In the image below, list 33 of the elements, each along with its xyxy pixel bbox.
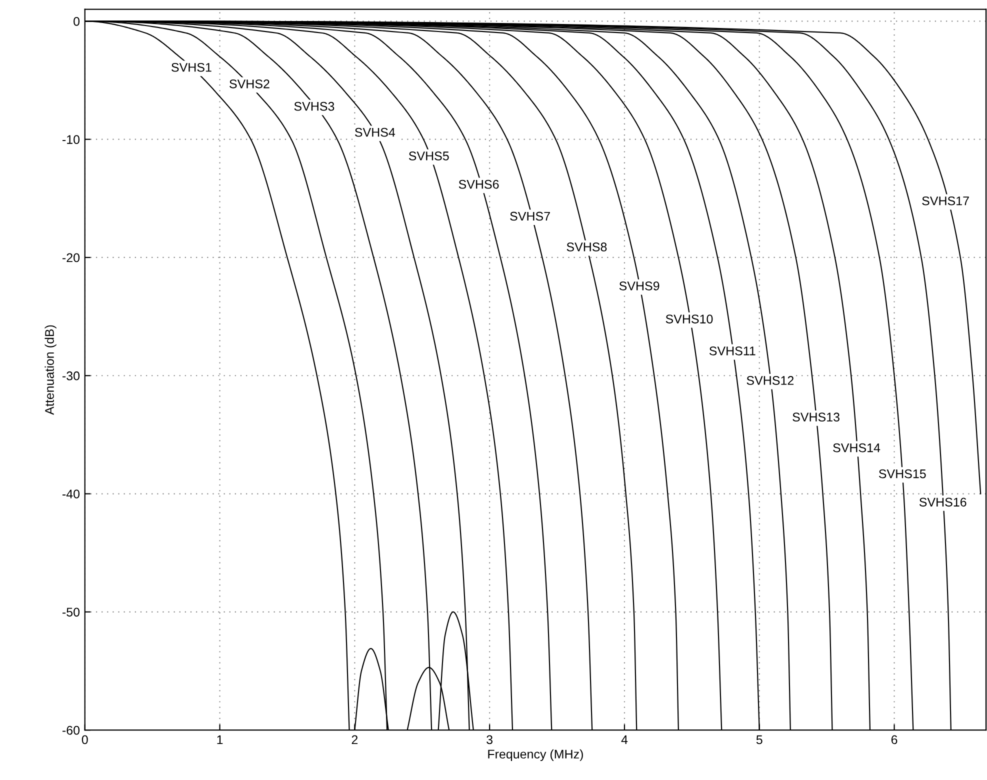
annotation: SVHS17 — [922, 196, 969, 206]
annotation: SVHS7 — [510, 212, 550, 221]
y-tick-label: -20 — [62, 253, 80, 262]
annotation: SVHS10 — [666, 314, 713, 324]
x-tick-label: 2 — [352, 735, 358, 744]
y-tick-label: -60 — [62, 726, 80, 735]
x-tick-label: 4 — [621, 735, 628, 744]
annotation: SVHS6 — [458, 180, 499, 189]
y-tick-label: -10 — [62, 135, 80, 144]
x-tick-label: 1 — [217, 735, 223, 744]
annotation: SVHS13 — [792, 412, 840, 422]
y-axis-title: Attenuation (dB) — [44, 325, 56, 415]
y-tick-label: -50 — [62, 608, 80, 617]
annotation: SVHS14 — [833, 443, 880, 452]
x-tick-label: 3 — [486, 735, 493, 744]
x-tick-label: 0 — [82, 735, 88, 744]
annotation: SVHS2 — [230, 79, 270, 88]
y-tick-label: -30 — [62, 371, 80, 380]
annotation: SVHS4 — [354, 128, 396, 137]
annotation: SVHS15 — [878, 469, 926, 478]
annotation: SVHS9 — [619, 282, 660, 290]
annotation: SVHS12 — [746, 376, 794, 385]
x-axis-title: Frequency (MHz) — [488, 749, 583, 762]
y-tick-label: -40 — [62, 490, 80, 498]
annotation: SVHS11 — [709, 346, 756, 356]
annotation: SVHS8 — [566, 242, 607, 252]
annotation: SVHS5 — [408, 152, 449, 160]
annotation: SVHS3 — [294, 102, 334, 111]
annotation: SVHS1 — [172, 62, 212, 72]
x-tick-label: 5 — [756, 735, 762, 744]
x-tick-label: 6 — [891, 735, 898, 744]
y-tick-label: 0 — [74, 16, 80, 26]
annotation: SVHS16 — [919, 498, 966, 507]
